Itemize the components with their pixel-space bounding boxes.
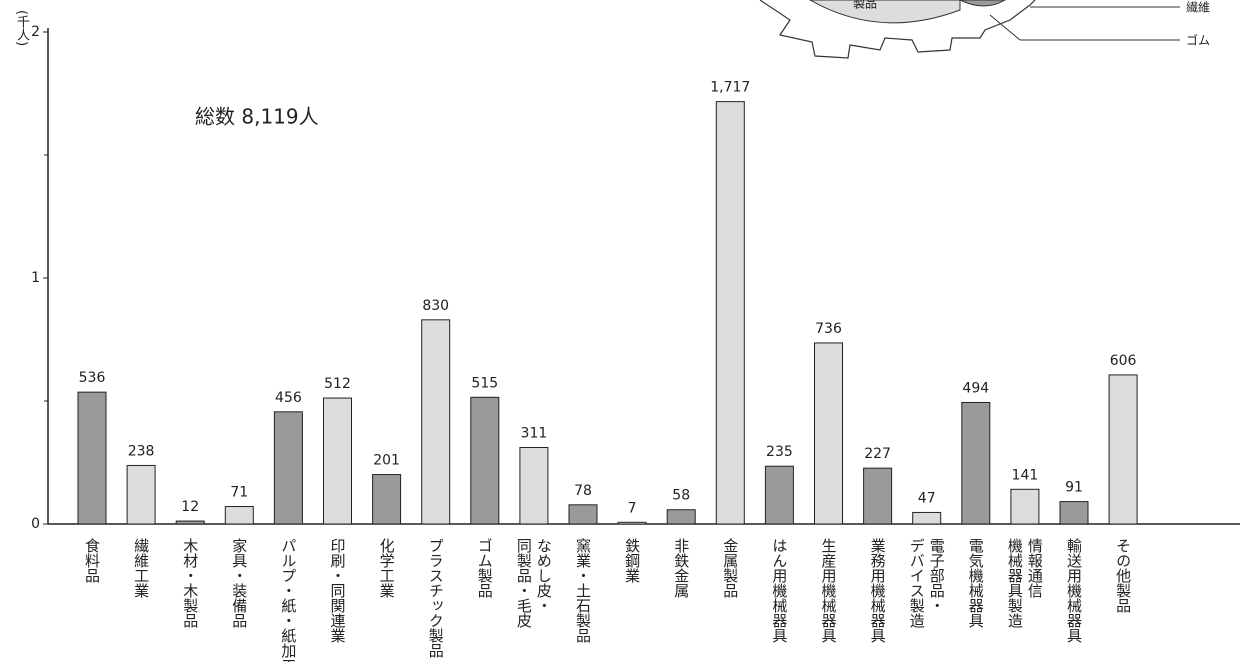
- value-label: 47: [918, 490, 936, 506]
- value-label: 201: [373, 453, 400, 469]
- x-tick-label: なめし皮・ 同製品・毛皮: [514, 538, 553, 628]
- bar: [372, 474, 402, 525]
- value-label: 515: [471, 375, 498, 391]
- value-label: 830: [422, 298, 449, 314]
- x-tick-label: その他製品: [1114, 538, 1133, 613]
- inset-label: 製品: [853, 0, 877, 11]
- value-label: 494: [962, 380, 989, 396]
- bar: [715, 101, 745, 525]
- value-label: 7: [628, 500, 637, 516]
- x-tick-label: 情報通信 機械器具製造: [1005, 538, 1044, 628]
- bar: [764, 465, 794, 525]
- value-label: 1,717: [710, 80, 750, 96]
- x-tick-label: 印刷・同関連業: [328, 538, 347, 643]
- x-tick-label: 繊維工業: [132, 538, 151, 598]
- x-tick-label: 食料品: [83, 538, 101, 583]
- y-tick-label: 1: [31, 270, 40, 286]
- x-tick-label: 鉄鋼業: [623, 538, 642, 583]
- x-tick-label: 窯業・土石製品: [574, 538, 592, 643]
- gear-inset: 製品 繊維 ゴム: [759, 0, 1210, 59]
- value-label: 235: [766, 444, 793, 460]
- gear-outline: [759, 0, 1036, 59]
- value-label: 58: [672, 488, 690, 504]
- x-tick-label: 輸送用機械器具: [1065, 538, 1083, 643]
- value-label: 141: [1012, 467, 1039, 483]
- bar: [1108, 374, 1138, 525]
- gear-pie: [808, 0, 961, 24]
- value-label: 91: [1065, 480, 1083, 496]
- x-tick-label: 業務用機械器具: [868, 538, 887, 643]
- bar: [224, 506, 254, 525]
- value-label: 78: [574, 483, 592, 499]
- y-axis-label: (千人): [14, 10, 29, 47]
- inset-label: 繊維: [1186, 1, 1210, 15]
- bar: [666, 509, 696, 525]
- bar: [814, 342, 843, 525]
- bar: [961, 401, 991, 525]
- value-label: 536: [79, 370, 106, 386]
- x-tick-label: 電気機械器具: [966, 538, 985, 628]
- value-label: 71: [230, 485, 248, 501]
- bar: [519, 446, 549, 525]
- bar: [273, 411, 303, 525]
- annotation: 総数 8,119人: [195, 105, 319, 129]
- bar: [1059, 501, 1089, 525]
- x-tick-label: 非鉄金属: [672, 538, 691, 598]
- x-tick-label: 化学工業: [377, 538, 396, 598]
- bar: [617, 521, 647, 525]
- x-tick-label: はん用機械器具: [770, 538, 789, 643]
- x-tick-label: プラスチック製品: [426, 538, 445, 658]
- leader: [989, 14, 1021, 41]
- value-label: 456: [275, 390, 302, 406]
- bar: [912, 511, 942, 525]
- x-tick-label: ゴム製品: [475, 538, 494, 598]
- y-tick-label: 0: [31, 516, 40, 532]
- x-tick-label: 金属製品: [721, 538, 740, 598]
- bar: [126, 464, 156, 525]
- bar: [863, 467, 893, 525]
- value-label: 227: [864, 446, 891, 462]
- bar: [323, 397, 352, 525]
- gear-pie: [959, 0, 1006, 7]
- bar: [1010, 488, 1040, 525]
- x-tick-label: 生産用機械器具: [819, 538, 838, 643]
- value-label: 606: [1110, 353, 1137, 369]
- value-label: 311: [521, 425, 548, 441]
- x-tick-label: パルプ・紙・紙加工: [279, 538, 298, 662]
- inset-label: ゴム: [1186, 33, 1210, 48]
- bar: [568, 504, 598, 525]
- x-tick-label: 家具・装備品: [230, 538, 249, 628]
- bar: [77, 391, 107, 525]
- bar: [421, 319, 451, 525]
- value-label: 512: [324, 376, 351, 392]
- x-tick-label: 木材・木製品: [181, 538, 200, 628]
- bar: [470, 396, 500, 525]
- x-tick-label: 電子部品・ デバイス製造: [907, 538, 946, 628]
- value-label: 736: [815, 321, 842, 337]
- y-tick-label: 2: [31, 24, 40, 40]
- bar: [175, 520, 205, 525]
- value-label: 238: [128, 443, 155, 459]
- value-label: 12: [181, 499, 199, 515]
